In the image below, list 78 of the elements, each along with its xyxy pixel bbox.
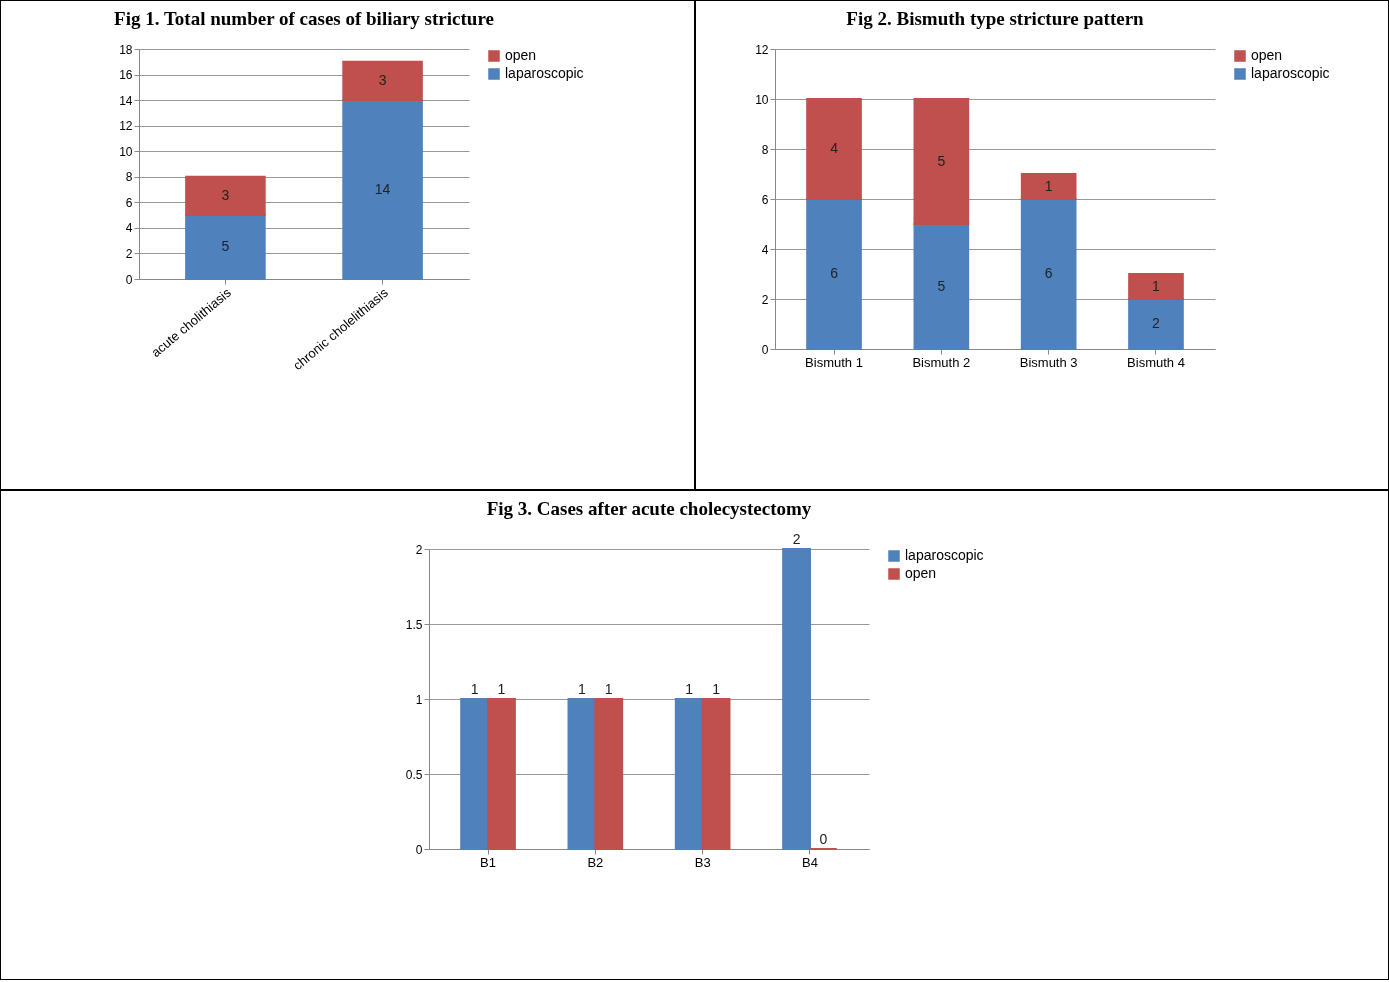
y-tick-label: 16 bbox=[119, 68, 133, 83]
data-label: 5 bbox=[937, 277, 946, 294]
y-tick-label: 1 bbox=[415, 692, 423, 707]
y-tick-label: 2 bbox=[761, 292, 769, 307]
data-label: 6 bbox=[1044, 265, 1053, 281]
bar bbox=[806, 98, 862, 200]
chart-title: Fig 3. Cases after acute cholecystectomy bbox=[486, 498, 812, 519]
x-tick-label: Bismuth 1 bbox=[805, 354, 863, 370]
data-label: 5 bbox=[937, 152, 946, 169]
data-label: 1 bbox=[578, 681, 587, 697]
data-label: 1 bbox=[604, 681, 613, 697]
x-tick-label: B3 bbox=[694, 854, 711, 870]
x-tick-label: B1 bbox=[480, 854, 496, 870]
legend-label: open bbox=[905, 565, 937, 581]
y-tick-label: 6 bbox=[125, 195, 133, 210]
bar bbox=[674, 698, 704, 850]
y-tick-label: 14 bbox=[119, 93, 133, 108]
data-label: 2 bbox=[1152, 315, 1161, 331]
y-tick-label: 1.5 bbox=[405, 617, 423, 632]
y-tick-label: 0 bbox=[761, 342, 769, 357]
bar bbox=[342, 99, 423, 280]
bar bbox=[913, 98, 970, 225]
data-label: 1 bbox=[1152, 277, 1161, 294]
y-tick-label: 0 bbox=[125, 272, 133, 287]
bar bbox=[1128, 273, 1184, 300]
legend-label: open bbox=[1251, 47, 1283, 63]
bar bbox=[342, 60, 423, 102]
x-tick-label: B4 bbox=[802, 854, 818, 870]
bar bbox=[460, 698, 490, 850]
bar bbox=[1020, 173, 1077, 200]
bar bbox=[185, 214, 266, 280]
data-label: 1 bbox=[497, 681, 506, 697]
bar bbox=[1020, 198, 1077, 350]
data-label: 5 bbox=[221, 238, 230, 255]
bar bbox=[567, 698, 597, 850]
y-tick-label: 10 bbox=[755, 92, 769, 107]
bar bbox=[1128, 298, 1184, 350]
data-label: 14 bbox=[374, 180, 391, 197]
data-label: 1 bbox=[470, 681, 479, 697]
data-label: 3 bbox=[378, 71, 387, 88]
bar bbox=[782, 548, 811, 850]
chart-title: Fig 1. Total number of cases of biliary stricture bbox=[114, 8, 494, 29]
data-label: 0 bbox=[819, 831, 828, 847]
data-label: 3 bbox=[221, 186, 230, 203]
data-label: 1 bbox=[685, 681, 694, 697]
y-tick-label: 2 bbox=[415, 542, 423, 557]
legend-label: laparoscopic bbox=[905, 547, 984, 563]
y-tick-label: 8 bbox=[761, 142, 769, 157]
x-tick-label: Bismuth 3 bbox=[1019, 354, 1078, 370]
bar bbox=[185, 175, 266, 217]
y-tick-label: 8 bbox=[125, 170, 133, 185]
x-tick-label: Bismuth 2 bbox=[912, 354, 971, 370]
chart-title: Fig 2. Bismuth type stricture pattern bbox=[846, 8, 1145, 29]
y-tick-label: 0.5 bbox=[405, 767, 423, 782]
y-tick-label: 12 bbox=[755, 42, 769, 57]
bar bbox=[701, 698, 731, 850]
data-label: 1 bbox=[712, 681, 721, 697]
bar bbox=[913, 223, 970, 350]
y-tick-label: 6 bbox=[761, 192, 769, 207]
data-label: 4 bbox=[830, 140, 839, 156]
y-tick-label: 12 bbox=[119, 119, 133, 134]
data-label: 6 bbox=[830, 265, 839, 281]
data-label: 1 bbox=[1044, 177, 1053, 194]
data-label: 2 bbox=[792, 531, 801, 547]
x-tick-label: Bismuth 4 bbox=[1127, 354, 1185, 370]
bar bbox=[594, 698, 624, 850]
legend-label: laparoscopic bbox=[1251, 65, 1330, 81]
legend-label: laparoscopic bbox=[505, 65, 584, 81]
y-tick-label: 4 bbox=[125, 221, 133, 236]
bar bbox=[806, 198, 862, 350]
y-tick-label: 0 bbox=[415, 842, 423, 857]
x-tick-label: B2 bbox=[587, 854, 604, 870]
y-tick-label: 18 bbox=[119, 42, 133, 57]
y-tick-label: 2 bbox=[125, 246, 133, 261]
y-tick-label: 10 bbox=[119, 144, 133, 159]
legend-label: open bbox=[505, 47, 537, 63]
bar bbox=[487, 698, 516, 850]
y-tick-label: 4 bbox=[761, 242, 769, 257]
